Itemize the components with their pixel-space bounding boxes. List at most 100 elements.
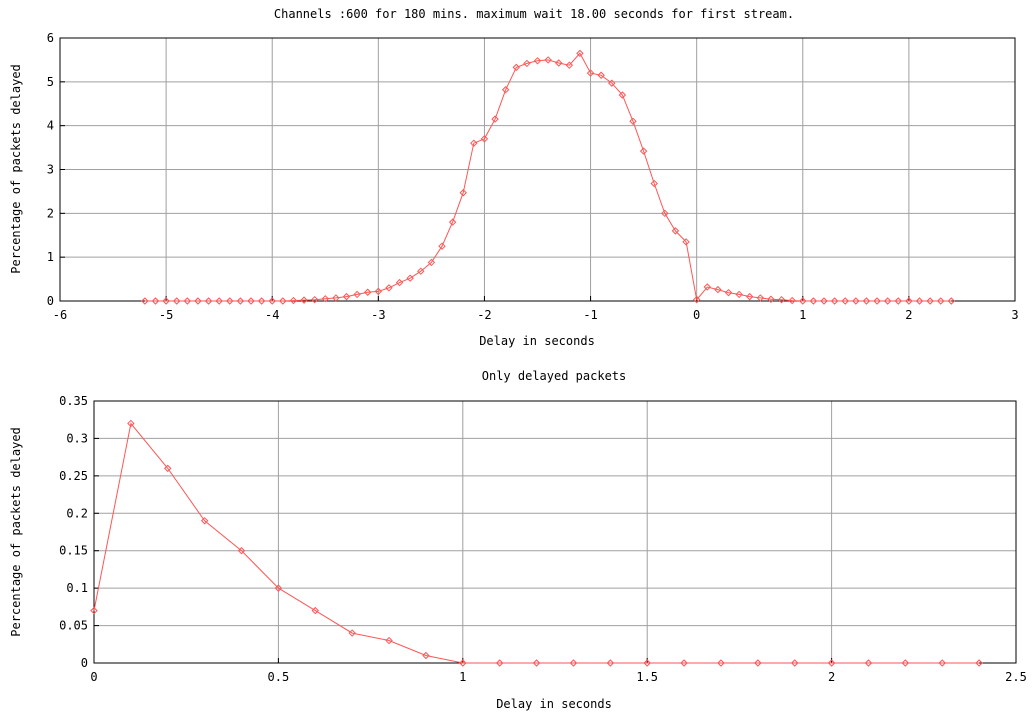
data-point: [523, 59, 531, 68]
y-tick-label: 0.1: [66, 581, 88, 595]
y-tick-label: 0: [81, 656, 88, 670]
y-tick-label: 5: [47, 75, 54, 89]
data-point: [141, 297, 149, 305]
data-point: [671, 227, 680, 235]
data-point: [544, 56, 552, 64]
data-point: [788, 296, 796, 305]
data-point: [164, 464, 172, 473]
y-tick-label: 0.05: [59, 619, 88, 633]
y-tick-label: 0.35: [59, 394, 88, 408]
data-point: [257, 297, 266, 305]
y-tick-label: 0.2: [66, 506, 88, 520]
data-point: [926, 297, 934, 305]
x-tick-label: -2: [477, 308, 491, 322]
series-marks: [90, 419, 983, 667]
data-point: [937, 297, 945, 305]
data-point: [618, 91, 627, 99]
data-point: [565, 61, 574, 69]
data-point: [162, 297, 170, 305]
data-point: [90, 606, 98, 615]
x-tick-label: 0: [693, 308, 700, 322]
data-point: [827, 659, 836, 667]
data-point: [947, 297, 956, 305]
data-point: [680, 659, 688, 667]
x-tick-label: 1.5: [636, 670, 658, 684]
data-point: [342, 292, 351, 301]
data-point: [576, 49, 584, 58]
data-point: [905, 297, 913, 305]
data-point: [756, 294, 765, 302]
y-tick-label: 6: [47, 31, 54, 45]
data-point: [321, 295, 329, 303]
series-line: [144, 52, 952, 302]
data-point: [894, 297, 902, 305]
x-axis-label: Delay in seconds: [479, 334, 595, 348]
data-point: [385, 284, 393, 292]
chart-all-packets: Channels :600 for 180 mins. maximum wait…: [9, 7, 1019, 348]
y-tick-label: 0.15: [59, 544, 88, 558]
chart-title: Channels :600 for 180 mins. maximum wait…: [274, 7, 794, 21]
data-point: [183, 297, 192, 305]
x-tick-label: 0: [90, 670, 97, 684]
data-point: [799, 297, 807, 305]
chart-delayed-packets: Only delayed packets 0 0.5 1 1.5 2 2.5 00.050…: [9, 369, 1027, 711]
data-point: [915, 297, 924, 305]
y-tick-labels: 0 0.05 0.1 0.15 0.2 0.25 0.3 0.35: [59, 394, 99, 670]
x-tick-labels: -6 -5 -4 -3 -2 -1 0 1 2 3: [53, 296, 1019, 322]
data-point: [300, 296, 308, 304]
x-tick-label: 2: [905, 308, 912, 322]
x-tick-label: -5: [159, 308, 173, 322]
data-point: [883, 297, 892, 305]
data-point: [289, 296, 298, 305]
data-point: [279, 297, 287, 305]
data-point: [480, 135, 489, 143]
data-point: [204, 297, 213, 305]
data-point: [385, 636, 393, 645]
data-point: [650, 179, 658, 188]
x-tick-label: -6: [53, 308, 67, 322]
data-point: [448, 218, 457, 226]
data-point: [767, 295, 775, 303]
chart-title: Only delayed packets: [482, 369, 627, 383]
grid-lines: [60, 38, 1015, 301]
data-point: [332, 294, 340, 302]
data-point: [427, 258, 436, 267]
data-point: [754, 659, 762, 667]
data-point: [791, 659, 799, 667]
series-marks: [141, 49, 956, 305]
data-point: [470, 139, 478, 147]
data-point: [692, 295, 701, 304]
data-point: [735, 290, 743, 299]
data-point: [247, 297, 255, 305]
data-point: [864, 659, 873, 667]
y-tick-label: 0.3: [66, 431, 88, 445]
y-tick-label: 0.25: [59, 469, 88, 483]
data-point: [353, 290, 361, 299]
data-point: [901, 659, 910, 667]
data-point: [809, 297, 818, 305]
x-tick-label: 3: [1011, 308, 1018, 322]
grid-lines: [94, 401, 1016, 663]
data-point: [597, 71, 605, 79]
data-point: [459, 659, 467, 667]
data-point: [237, 547, 246, 555]
data-point: [274, 584, 283, 592]
data-point: [703, 283, 711, 291]
y-tick-label: 3: [47, 163, 54, 177]
x-axis-label: Delay in seconds: [496, 697, 612, 711]
y-axis-label: Percentage of packets delayed: [9, 427, 23, 637]
x-tick-labels: 0 0.5 1 1.5 2 2.5: [90, 658, 1027, 684]
data-point: [820, 297, 828, 305]
data-point: [310, 295, 319, 304]
data-point: [555, 59, 563, 67]
data-point: [586, 69, 595, 77]
data-point: [501, 86, 510, 94]
data-point: [194, 297, 202, 305]
x-tick-label: -1: [583, 308, 597, 322]
data-point: [532, 659, 541, 667]
data-point: [830, 297, 839, 305]
data-point: [406, 274, 414, 282]
data-point: [395, 278, 404, 287]
data-point: [151, 297, 160, 305]
